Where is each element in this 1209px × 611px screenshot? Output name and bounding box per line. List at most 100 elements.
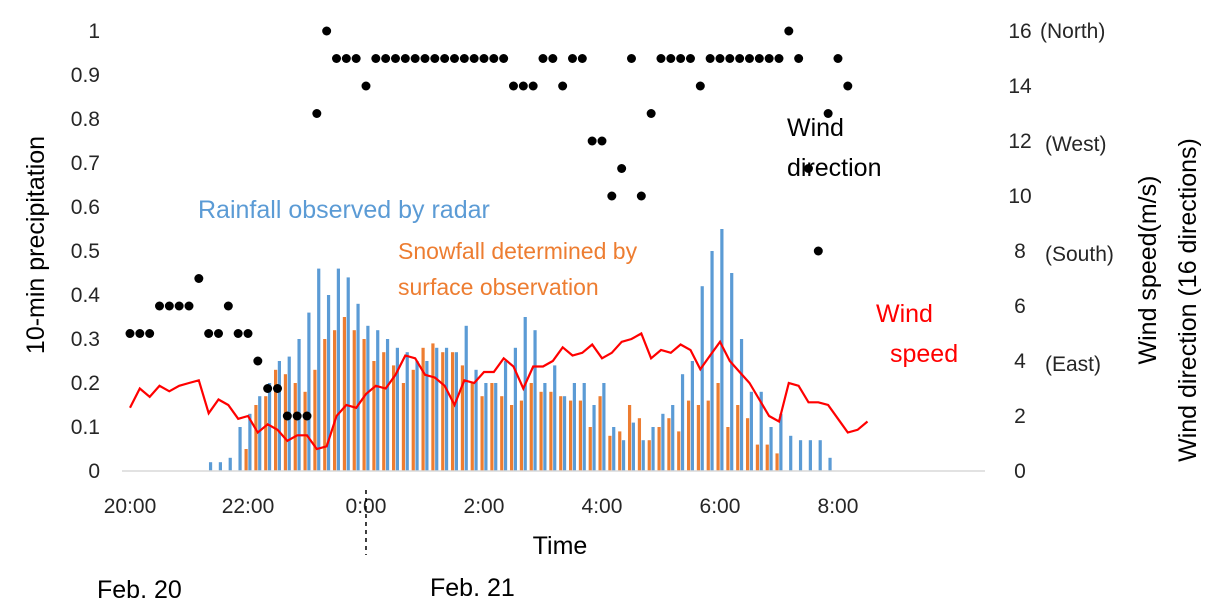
rain-bar — [661, 413, 665, 471]
left-tick-label: 0.4 — [71, 284, 101, 307]
wind-direction-point — [695, 81, 705, 91]
right-tick-label: 12 — [1008, 130, 1031, 153]
snow-bar — [549, 391, 553, 471]
wind-direction-point — [400, 54, 410, 63]
rain-bar — [385, 339, 390, 471]
rain-bar — [277, 361, 281, 471]
snow-bar — [382, 352, 386, 471]
direction-label: (North) — [1040, 20, 1105, 43]
rain-bar — [641, 440, 645, 471]
date-label-feb21: Feb. 21 — [430, 574, 515, 602]
direction-label: (South) — [1045, 243, 1114, 266]
snow-bar — [362, 339, 366, 471]
snow-bar — [431, 343, 435, 471]
wind-direction-point — [607, 191, 617, 201]
right-tick-label: 8 — [1014, 240, 1026, 263]
right-axis-title-direction: Wind direction (16 directions) — [1174, 138, 1202, 462]
rain-bar — [376, 330, 380, 471]
left-tick-label: 0.2 — [71, 372, 100, 395]
wind-direction-annotation-line1: Wind — [787, 114, 844, 142]
x-tick-label: 6:00 — [700, 495, 741, 518]
wind-direction-point — [204, 329, 214, 338]
rain-bar — [602, 383, 606, 471]
rain-bar — [258, 396, 262, 471]
snow-bar — [293, 383, 297, 471]
wind-direction-point — [272, 384, 282, 393]
wind-direction-point — [715, 54, 725, 63]
snow-bar — [736, 405, 740, 471]
rain-bar — [474, 369, 478, 471]
snow-bar — [765, 444, 769, 471]
snow-bar — [303, 391, 307, 471]
rain-bar — [297, 339, 301, 471]
right-axis-ticks: 0 2 4 6 8 10 12 14 16 — [1008, 20, 1032, 483]
wind-direction-point — [685, 54, 695, 63]
rain-bar — [739, 339, 744, 471]
snow-bar — [627, 405, 632, 471]
rain-bar — [651, 427, 655, 471]
snow-bars — [244, 317, 779, 471]
rain-bar — [425, 361, 429, 471]
wind-direction-point — [213, 329, 223, 338]
wind-direction-point — [548, 54, 558, 63]
snow-bar — [332, 330, 337, 471]
snow-bar — [618, 431, 622, 471]
snow-bar — [244, 449, 248, 471]
snow-bar — [372, 361, 376, 471]
left-tick-label: 0.8 — [71, 108, 100, 131]
left-tick-label: 0.1 — [71, 416, 100, 439]
wind-direction-point — [794, 54, 804, 63]
direction-label: (West) — [1045, 133, 1106, 156]
rain-bar — [631, 422, 635, 471]
wind-direction-point — [567, 54, 577, 63]
wind-direction-point — [577, 54, 587, 63]
rain-bar — [307, 312, 311, 471]
wind-direction-point — [833, 54, 843, 63]
wind-direction-point — [184, 301, 194, 311]
left-tick-label: 0.9 — [71, 64, 100, 87]
left-axis-title: 10-min precipitation — [22, 136, 50, 354]
snow-bar — [401, 383, 406, 471]
wind-direction-point — [420, 54, 430, 63]
wind-direction-annotation-line2: direction — [787, 154, 882, 182]
snow-bar — [313, 369, 317, 471]
rain-bar — [415, 361, 419, 471]
snow-bar — [391, 365, 396, 471]
rain-bar — [710, 251, 714, 471]
wind-direction-point — [361, 81, 371, 91]
wind-direction-point — [253, 356, 263, 366]
wind-direction-point — [784, 26, 794, 36]
wind-direction-point — [292, 411, 302, 421]
rain-bar — [592, 405, 596, 471]
wind-direction-point — [341, 54, 351, 63]
x-tick-label: 2:00 — [464, 495, 505, 518]
right-axis-title-speed: Wind speed(m/s) — [1134, 176, 1162, 365]
wind-speed-annotation-line2: speed — [890, 340, 958, 368]
wind-direction-point — [469, 54, 479, 63]
wind-direction-point — [597, 136, 607, 146]
rain-bar — [395, 347, 399, 471]
wind-direction-point — [676, 54, 686, 63]
direction-labels: (North) (West) (South) (East) — [1040, 20, 1114, 376]
rain-bar — [228, 457, 232, 471]
snow-bar — [460, 365, 465, 471]
wind-speed-line — [129, 331, 869, 451]
wind-speed-annotation-line1: Wind — [876, 300, 933, 328]
rain-bar — [523, 317, 527, 471]
rain-bar — [238, 427, 242, 471]
wind-direction-point — [243, 329, 253, 338]
snow-bar — [539, 391, 543, 471]
rain-bar — [435, 347, 439, 471]
wind-direction-point — [381, 54, 391, 63]
wind-direction-point — [499, 54, 509, 63]
rain-bar — [749, 391, 753, 471]
right-tick-label: 0 — [1014, 460, 1026, 483]
snow-bar — [509, 405, 514, 471]
snow-bar — [273, 369, 278, 471]
wind-direction-points — [125, 26, 853, 421]
snow-bar — [745, 418, 750, 471]
snow-bar — [500, 396, 504, 471]
snow-bar — [470, 383, 474, 471]
rain-bar — [720, 229, 724, 471]
left-tick-label: 0 — [88, 460, 100, 483]
